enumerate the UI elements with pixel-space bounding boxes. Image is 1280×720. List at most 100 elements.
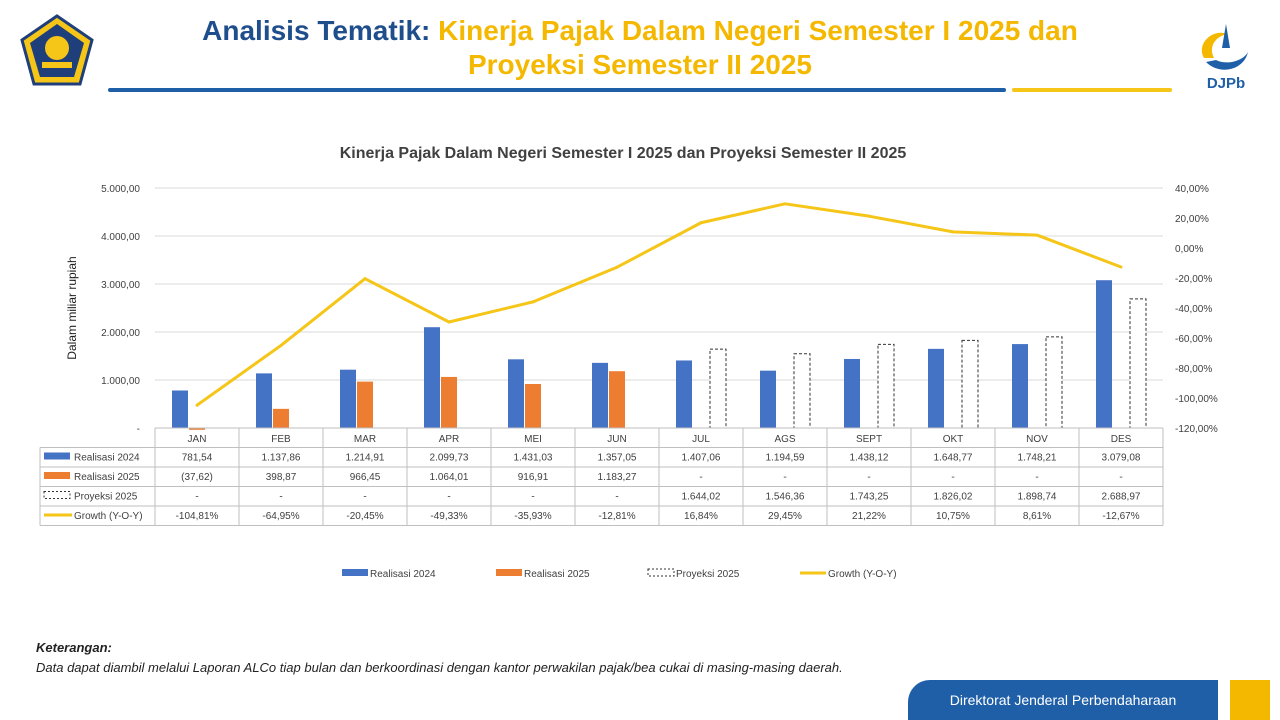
- bar-proyeksi-2025: [709, 348, 727, 429]
- x-tick-label: NOV: [1026, 434, 1048, 445]
- x-tick-label: JAN: [188, 434, 207, 445]
- table-cell: 966,45: [350, 472, 381, 483]
- table-cell: 1.748,21: [1018, 453, 1057, 464]
- growth-point: [195, 403, 199, 407]
- table-cell: 29,45%: [768, 511, 802, 522]
- y-tick-label: 5.000,00: [101, 184, 140, 195]
- table-cell: -: [783, 472, 786, 483]
- growth-point: [783, 202, 787, 206]
- title-line2: Proyeksi Semester II 2025: [467, 49, 812, 80]
- table-cell: 1.194,59: [766, 453, 805, 464]
- y2-tick-label: -100,00%: [1175, 394, 1218, 405]
- bar-realisasi-2024: [1012, 344, 1028, 428]
- table-cell: 398,87: [266, 472, 297, 483]
- table-cell: -12,81%: [598, 511, 635, 522]
- x-tick-label: APR: [439, 434, 460, 445]
- bar-proyeksi-2025: [1129, 298, 1147, 429]
- title-prefix: Analisis Tematik:: [202, 15, 431, 46]
- table-series-name: Growth (Y-O-Y): [74, 511, 143, 522]
- x-tick-label: MAR: [354, 434, 376, 445]
- table-cell: 8,61%: [1023, 511, 1051, 522]
- table-cell: 16,84%: [684, 511, 718, 522]
- bar-realisasi-2024: [172, 390, 188, 428]
- ministry-emblem-logo: [20, 14, 94, 86]
- bar-realisasi-2025: [525, 383, 541, 428]
- table-cell: 1.214,91: [346, 453, 385, 464]
- y-tick-label: 1.000,00: [101, 376, 140, 387]
- table-cell: 2.688,97: [1102, 492, 1141, 503]
- table-cell: 1.064,01: [430, 472, 469, 483]
- bar-proyeksi-2025: [1045, 336, 1063, 429]
- bar-realisasi-2025: [609, 371, 625, 428]
- bar-realisasi-2024: [760, 370, 776, 428]
- footer-accent: [1230, 680, 1270, 720]
- legend-label: Realisasi 2025: [524, 569, 590, 580]
- bar-realisasi-2024: [1096, 280, 1112, 428]
- bar-realisasi-2024: [256, 373, 272, 428]
- y-tick-label: 3.000,00: [101, 280, 140, 291]
- table-cell: -: [951, 472, 954, 483]
- table-cell: -: [363, 492, 366, 503]
- table-cell: -: [615, 492, 618, 503]
- bar-realisasi-2024: [508, 359, 524, 428]
- table-cell: 1.137,86: [262, 453, 301, 464]
- y-tick-label: 2.000,00: [101, 328, 140, 339]
- y2-tick-label: -20,00%: [1175, 274, 1212, 285]
- growth-point: [1119, 265, 1123, 269]
- table-series-name: Realisasi 2024: [74, 453, 140, 464]
- bar-proyeksi-2025: [793, 353, 811, 429]
- legend-key: [647, 568, 675, 577]
- table-cell: 3.079,08: [1102, 453, 1141, 464]
- table-cell: 1.183,27: [598, 472, 637, 483]
- growth-line: [196, 202, 1122, 407]
- table-series-name: Proyeksi 2025: [74, 492, 138, 503]
- table-cell: -: [195, 492, 198, 503]
- growth-point: [279, 343, 283, 347]
- table-cell: 21,22%: [852, 511, 886, 522]
- table-legend-key: [44, 472, 70, 479]
- note-text: Data dapat diambil melalui Laporan ALCo …: [36, 660, 843, 675]
- x-tick-label: MEI: [524, 434, 542, 445]
- table-cell: -: [447, 492, 450, 503]
- x-tick-label: FEB: [271, 434, 291, 445]
- bar-realisasi-2025: [273, 408, 289, 428]
- table-cell: -: [1119, 472, 1122, 483]
- note-heading: Keterangan:: [36, 640, 112, 655]
- growth-point: [531, 300, 535, 304]
- table-cell: 10,75%: [936, 511, 970, 522]
- table-cell: -35,93%: [514, 511, 551, 522]
- table-cell: 1.648,77: [934, 453, 973, 464]
- header-divider-blue: [108, 88, 1006, 92]
- legend-key: [342, 569, 368, 576]
- header-divider-gold: [1012, 88, 1172, 92]
- x-tick-label: JUL: [692, 434, 710, 445]
- bar-proyeksi-2025: [877, 343, 895, 429]
- growth-point: [867, 214, 871, 218]
- table-cell: -104,81%: [176, 511, 219, 522]
- y-tick-label: 4.000,00: [101, 232, 140, 243]
- x-tick-label: AGS: [774, 434, 795, 445]
- table-cell: 2.099,73: [430, 453, 469, 464]
- bar-realisasi-2025: [357, 381, 373, 428]
- bar-realisasi-2024: [844, 358, 860, 428]
- x-tick-label: SEPT: [856, 434, 882, 445]
- table-cell: 916,91: [518, 472, 549, 483]
- x-tick-label: DES: [1111, 434, 1132, 445]
- table-cell: 1.898,74: [1018, 492, 1057, 503]
- table-cell: -20,45%: [346, 511, 383, 522]
- table-series-name: Realisasi 2025: [74, 472, 140, 483]
- legend-key: [496, 569, 522, 576]
- tax-performance-chart: Kinerja Pajak Dalam Negeri Semester I 20…: [39, 145, 1218, 580]
- table-cell: -49,33%: [430, 511, 467, 522]
- y2-tick-label: 0,00%: [1175, 244, 1203, 255]
- table-cell: -: [1035, 472, 1038, 483]
- legend-label: Realisasi 2024: [370, 569, 436, 580]
- legend-label: Proyeksi 2025: [676, 569, 740, 580]
- bar-proyeksi-2025: [961, 339, 979, 429]
- note: Keterangan: Data dapat diambil melalui L…: [36, 638, 843, 678]
- y-axis-label: Dalam miliar rupiah: [65, 256, 79, 359]
- bar-realisasi-2024: [676, 360, 692, 428]
- table-cell: 1.743,25: [850, 492, 889, 503]
- y2-tick-label: -40,00%: [1175, 304, 1212, 315]
- growth-point: [699, 221, 703, 225]
